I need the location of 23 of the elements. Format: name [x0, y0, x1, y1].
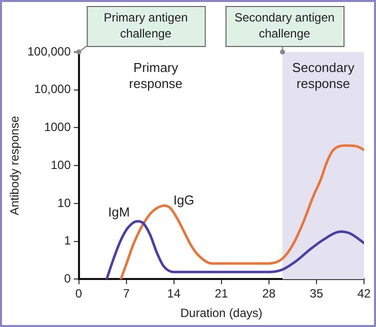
x-tick-label: 14 — [167, 286, 181, 301]
line-series — [105, 220, 364, 280]
y-tick-label: 1000 — [44, 120, 72, 134]
y-tick-label: 1 — [64, 234, 72, 248]
y-tick-label: 100 — [50, 158, 72, 172]
annotation: Primary response — [129, 60, 183, 92]
x-tick-label: 0 — [75, 286, 82, 301]
annotation: Secondary antigen challenge — [234, 10, 335, 40]
y-tick-label: 10 — [57, 196, 72, 210]
x-axis-title: Duration (days) — [180, 306, 262, 320]
x-tick-label: 28 — [262, 286, 276, 301]
series-label: IgM — [108, 204, 130, 220]
x-tick-label: 7 — [122, 286, 130, 301]
y-tick-label: 100,000 — [27, 44, 72, 58]
y-axis-title: Antibody response — [8, 116, 22, 216]
annotation: Primary antigen challenge — [104, 10, 188, 40]
x-tick-label: 42 — [357, 286, 371, 301]
y-tick-label: 10,000 — [34, 82, 72, 96]
x-tick-label: 21 — [214, 286, 228, 301]
band-label: Secondary response — [292, 60, 355, 92]
y-tick-label: 0 — [64, 272, 72, 286]
x-tick-label: 35 — [310, 286, 324, 301]
series-label: IgG — [173, 192, 194, 208]
